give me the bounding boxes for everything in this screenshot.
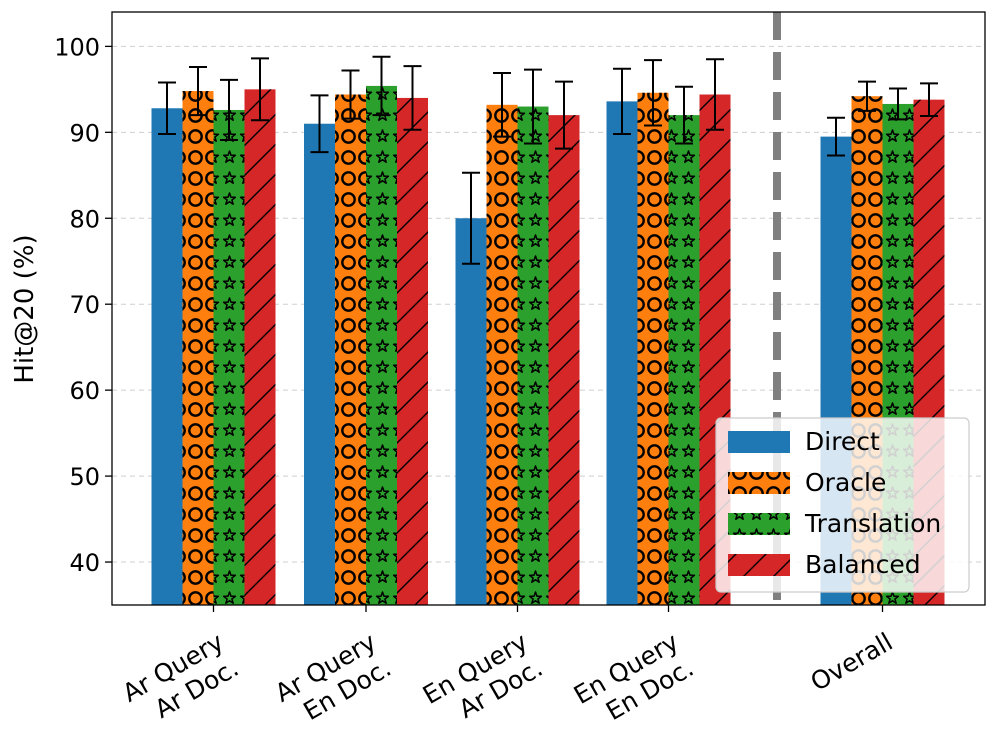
- legend-swatch-hatch: [728, 554, 790, 576]
- legend-label: Oracle: [805, 468, 886, 497]
- y-tick-label: 40: [69, 549, 100, 577]
- bar-hatch: [548, 115, 580, 605]
- bar-direct: [151, 108, 183, 606]
- y-tick-label: 100: [54, 33, 100, 61]
- bar-hatch: [366, 85, 397, 605]
- y-tick-label: 50: [69, 463, 100, 491]
- legend-label: Translation: [804, 509, 941, 538]
- bar-hatch: [182, 91, 214, 606]
- x-tick-labels: Ar QueryAr Doc. Ar QueryEn Doc. En QueryAr…: [118, 605, 898, 736]
- axes: [111, 11, 986, 606]
- bar-hatch: [244, 89, 276, 605]
- y-tick-label: 80: [69, 205, 100, 233]
- bar-hatch: [213, 109, 245, 606]
- plot-frame: [111, 11, 986, 606]
- legend-swatch-hatch: [728, 472, 790, 494]
- x-tick-label: Overall: [806, 627, 898, 697]
- bar-hatch: [397, 97, 428, 606]
- legend-swatch-hatch: [728, 513, 790, 535]
- y-tick-label: 90: [69, 119, 100, 147]
- x-tick-label: En QueryEn Doc.: [569, 627, 699, 736]
- bar-direct: [606, 101, 638, 606]
- y-ticks: 40 50 60 70 80 90 100: [54, 33, 112, 577]
- legend-swatch: [728, 431, 790, 453]
- legend-label: Balanced: [805, 550, 921, 579]
- legend: Direct Oracle Translation Balanced: [715, 417, 970, 593]
- x-tick-label: Ar QueryEn Doc.: [270, 627, 396, 734]
- y-axis-label: Hit@20 (%): [10, 234, 40, 383]
- x-tick-label: Ar QueryAr Doc.: [118, 627, 244, 734]
- y-tick-label: 60: [69, 377, 100, 405]
- bar-hatch: [335, 94, 366, 606]
- legend-label: Direct: [805, 427, 880, 456]
- bar-hatch: [637, 92, 669, 605]
- bar-direct: [455, 218, 487, 605]
- x-tick-label: En QueryAr Doc.: [418, 627, 548, 736]
- x-tick-label-line: Overall: [806, 627, 898, 697]
- bar-hatch: [517, 106, 549, 606]
- y-tick-label: 70: [69, 291, 100, 319]
- legend-box: [715, 417, 970, 593]
- bar-hatch: [668, 115, 700, 605]
- bar-hatch: [486, 104, 518, 606]
- bar-direct: [304, 123, 335, 605]
- error-bars: [158, 55, 938, 265]
